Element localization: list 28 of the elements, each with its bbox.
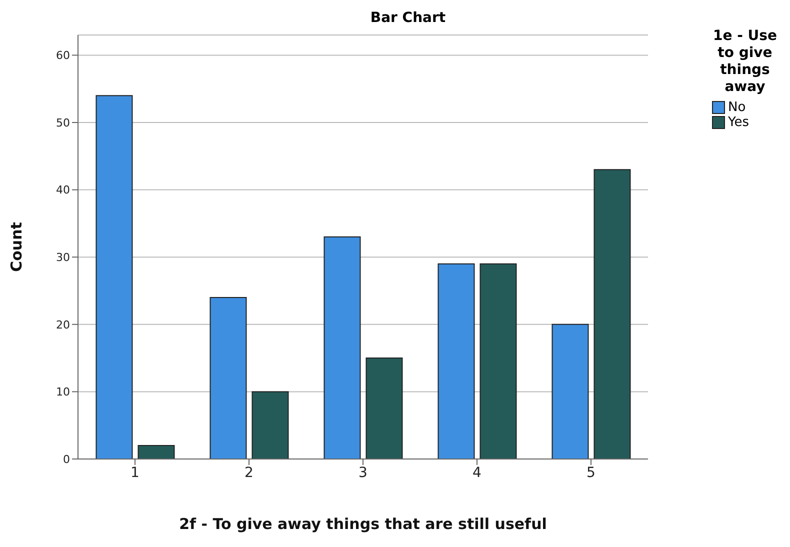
y-tick-label: 30: [56, 251, 70, 264]
bar: [324, 236, 361, 459]
x-tick-label: 4: [472, 464, 482, 481]
legend-label: No: [728, 100, 746, 115]
bar: [366, 358, 403, 459]
x-tick-label: 5: [586, 464, 596, 481]
bar: [480, 263, 517, 459]
legend-title: 1e - Use to give things away: [712, 28, 778, 96]
y-axis-title: Count: [7, 222, 26, 272]
bar: [438, 263, 475, 459]
bar: [552, 324, 589, 459]
y-tick-label: 60: [56, 49, 70, 62]
x-tick-label: 3: [358, 464, 368, 481]
bar: [252, 391, 289, 459]
x-axis-title: 2f - To give away things that are still useful: [179, 515, 547, 533]
bar: [210, 296, 247, 459]
legend-label: Yes: [728, 115, 749, 130]
y-tick-label: 10: [56, 386, 70, 399]
x-tick-label: 2: [244, 464, 254, 481]
bar: [138, 445, 175, 459]
y-tick-label: 40: [56, 184, 70, 197]
bar: [594, 169, 631, 459]
bar: [96, 95, 133, 459]
y-tick-label: 20: [56, 318, 70, 332]
chart-title: Bar Chart: [369, 10, 447, 26]
y-tick-label: 0: [63, 452, 70, 466]
y-tick-label: 50: [56, 116, 70, 130]
x-tick-label: 1: [130, 464, 140, 481]
